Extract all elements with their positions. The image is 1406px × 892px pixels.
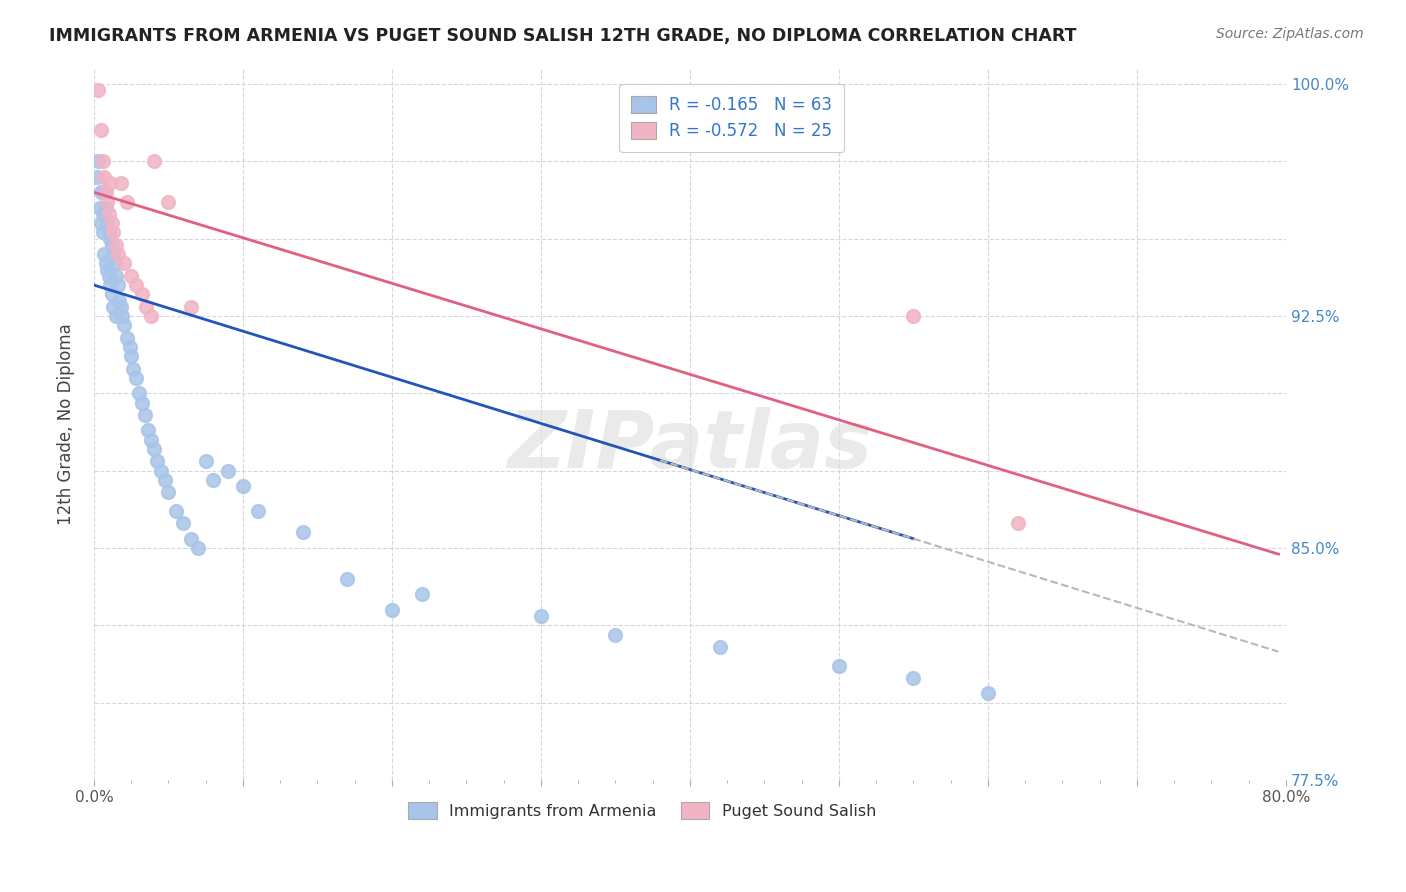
Point [98,232,121,246]
Point [120,349,142,363]
Legend: Immigrants from Armenia, Puget Sound Salish: Immigrants from Armenia, Puget Sound Sal… [402,796,883,825]
Point [96,194,118,209]
Point [903,671,925,685]
Point [98,278,121,293]
Point [121,361,143,376]
Point [104,256,127,270]
Point [87,83,110,97]
Point [91,154,114,169]
Text: Source: ZipAtlas.com: Source: ZipAtlas.com [1216,27,1364,41]
Point [110,176,132,190]
Point [93,247,115,261]
Text: ZIPatlas: ZIPatlas [508,407,873,484]
Point [411,587,433,601]
Point [217,464,239,478]
Point [120,268,142,283]
Y-axis label: 12th Grade, No Diploma: 12th Grade, No Diploma [58,324,75,525]
Point [131,287,153,301]
Point [194,454,217,468]
Point [107,278,129,293]
Point [977,686,1000,700]
Point [157,194,180,209]
Point [139,309,162,323]
Point [155,473,177,487]
Point [96,216,118,230]
Point [98,176,121,190]
Point [97,226,120,240]
Point [103,226,125,240]
Point [172,516,194,531]
Point [605,627,627,641]
Point [135,300,157,314]
Point [180,300,202,314]
Text: IMMIGRANTS FROM ARMENIA VS PUGET SOUND SALISH 12TH GRADE, NO DIPLOMA CORRELATION: IMMIGRANTS FROM ARMENIA VS PUGET SOUND S… [49,27,1077,45]
Point [89,201,111,215]
Point [903,309,925,323]
Point [91,207,114,221]
Point [128,386,150,401]
Point [101,237,124,252]
Point [97,268,120,283]
Point [187,541,209,555]
Point [112,318,135,333]
Point [157,485,180,500]
Point [202,473,225,487]
Point [118,340,141,354]
Point [115,194,138,209]
Point [131,395,153,409]
Point [94,186,117,200]
Point [709,640,731,654]
Point [110,300,132,314]
Point [136,424,159,438]
Point [134,408,156,422]
Point [246,504,269,518]
Point [90,186,112,200]
Point [105,237,128,252]
Point [94,201,117,215]
Point [124,371,146,385]
Point [86,169,108,184]
Point [94,256,117,270]
Point [530,609,553,624]
Point [336,572,359,586]
Point [165,504,187,518]
Point [828,658,851,673]
Point [142,442,165,456]
Point [107,247,129,261]
Point [105,309,128,323]
Point [142,154,165,169]
Point [101,287,124,301]
Point [115,331,138,345]
Point [90,123,112,137]
Point [149,464,172,478]
Point [112,256,135,270]
Point [180,532,202,546]
Point [108,293,131,308]
Point [1007,516,1029,531]
Point [91,226,114,240]
Point [93,186,115,200]
Point [103,300,125,314]
Point [139,433,162,447]
Point [103,247,125,261]
Point [232,479,254,493]
Point [124,278,146,293]
Point [291,525,314,540]
Point [97,207,120,221]
Point [111,309,134,323]
Point [105,268,128,283]
Point [90,216,112,230]
Point [93,169,115,184]
Point [101,216,124,230]
Point [381,603,404,617]
Point [96,262,118,277]
Point [145,454,167,468]
Point [87,154,110,169]
